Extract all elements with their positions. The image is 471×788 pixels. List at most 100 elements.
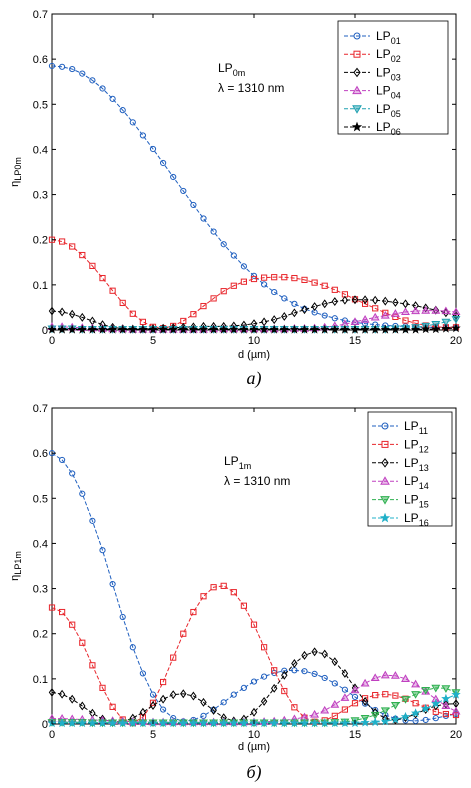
pa-point-lp06 bbox=[107, 324, 118, 334]
panel-a-annotation-label: LP0m bbox=[218, 61, 245, 78]
pb-point-lp14 bbox=[370, 673, 380, 682]
pa-point-lp04 bbox=[380, 310, 390, 319]
pb-point-lp12 bbox=[412, 700, 419, 707]
pa-point-lp06 bbox=[67, 324, 77, 334]
pa-legend-label-lp02: LP02 bbox=[376, 47, 401, 64]
pb-point-lp13 bbox=[68, 694, 76, 704]
pa-ytick-label: 0.7 bbox=[33, 9, 48, 21]
pb-point-lp11 bbox=[351, 693, 359, 701]
pb-point-lp11 bbox=[432, 715, 439, 722]
pb-legend-marker-lp12 bbox=[381, 440, 389, 448]
pa-point-lp04 bbox=[360, 315, 370, 323]
pb-xtick-label: 10 bbox=[248, 729, 260, 741]
pa-legend-label-lp04: LP04 bbox=[376, 84, 401, 101]
pa-point-lp06 bbox=[269, 324, 279, 334]
pa-point-lp01 bbox=[180, 187, 187, 195]
pa-xtick-label: 0 bbox=[49, 335, 55, 347]
pb-point-lp15 bbox=[401, 696, 410, 704]
pb-point-lp14 bbox=[350, 685, 360, 694]
panel-a-ylabel: ηLP0m bbox=[9, 157, 23, 187]
pa-point-lp01 bbox=[119, 107, 126, 114]
pa-point-lp02 bbox=[362, 300, 369, 307]
pa-point-lp02 bbox=[271, 274, 278, 281]
pb-point-lp11 bbox=[109, 580, 116, 588]
pb-point-lp11 bbox=[139, 670, 146, 677]
pb-point-lp16 bbox=[360, 717, 370, 727]
pb-legend-label-lp14: LP14 bbox=[404, 474, 429, 491]
panel-a-ticks-layer: 0 5 10 15 20 0 0.1 0.2 0.3 0.4 0.5 0.6 0.7 bbox=[33, 9, 462, 347]
pb-point-lp16 bbox=[117, 718, 128, 728]
pa-point-lp06 bbox=[340, 324, 350, 334]
pb-point-lp12 bbox=[190, 608, 197, 616]
pb-point-lp16 bbox=[97, 718, 108, 728]
pa-point-lp06 bbox=[330, 324, 340, 334]
pa-point-lp04 bbox=[401, 307, 410, 316]
pa-legend-label-lp05: LP05 bbox=[376, 102, 401, 119]
pa-point-lp06 bbox=[158, 324, 168, 334]
pb-point-lp16 bbox=[330, 718, 340, 728]
pb-point-lp16 bbox=[370, 717, 380, 727]
pa-legend-marker-lp02 bbox=[353, 50, 361, 58]
pb-point-lp13 bbox=[260, 696, 268, 706]
pb-point-lp16 bbox=[259, 718, 269, 728]
pb-point-lp13 bbox=[311, 647, 318, 657]
pb-point-lp12 bbox=[261, 644, 268, 651]
pb-point-lp16 bbox=[128, 718, 138, 728]
pa-point-lp03 bbox=[392, 298, 399, 307]
pa-point-lp04 bbox=[441, 306, 451, 315]
pa-point-lp02 bbox=[402, 317, 409, 324]
pa-point-lp04 bbox=[370, 312, 380, 321]
pb-point-lp12 bbox=[372, 692, 379, 699]
pb-point-lp16 bbox=[269, 718, 279, 728]
pa-point-lp01 bbox=[240, 263, 247, 270]
pb-point-lp13 bbox=[58, 689, 66, 699]
pb-legend-label-lp12: LP12 bbox=[404, 437, 429, 454]
pb-point-lp12 bbox=[452, 711, 460, 719]
pb-point-lp16 bbox=[451, 689, 461, 699]
pb-ytick-label: 0.2 bbox=[33, 629, 48, 641]
pa-point-lp06 bbox=[218, 324, 229, 334]
pb-point-lp15 bbox=[421, 687, 431, 695]
pb-point-lp11 bbox=[301, 668, 308, 675]
pb-point-lp14 bbox=[411, 679, 421, 688]
pb-point-lp15 bbox=[370, 711, 380, 720]
pa-point-lp02 bbox=[250, 275, 258, 283]
pb-xtick-label: 0 bbox=[49, 729, 55, 741]
pb-point-lp11 bbox=[99, 547, 106, 554]
pa-point-lp02 bbox=[301, 276, 308, 283]
pa-point-lp02 bbox=[382, 309, 389, 316]
pa-legend-marker-lp01 bbox=[353, 32, 361, 40]
pa-point-lp03 bbox=[371, 295, 379, 305]
pa-point-lp02 bbox=[220, 288, 227, 295]
pb-point-lp16 bbox=[380, 716, 391, 726]
pb-point-lp16 bbox=[340, 718, 350, 728]
pb-point-lp16 bbox=[319, 718, 330, 728]
pb-point-lp13 bbox=[139, 707, 147, 717]
pa-ytick-label: 0.4 bbox=[33, 144, 48, 156]
pa-point-lp01 bbox=[331, 315, 338, 322]
pa-point-lp03 bbox=[351, 295, 359, 305]
pb-point-lp11 bbox=[220, 699, 227, 706]
pa-ytick-label: 0.3 bbox=[33, 190, 48, 202]
pa-point-lp04 bbox=[421, 305, 431, 314]
pb-point-lp13 bbox=[361, 696, 369, 706]
pa-point-lp06 bbox=[289, 324, 300, 334]
pb-point-lp11 bbox=[240, 684, 247, 691]
pb-point-lp13 bbox=[442, 699, 450, 709]
panel-a-xlabel: d (µm) bbox=[238, 349, 270, 361]
pa-point-lp01 bbox=[139, 132, 146, 139]
pb-point-lp13 bbox=[169, 690, 177, 700]
pa-point-lp03 bbox=[58, 307, 66, 317]
pb-point-lp12 bbox=[230, 589, 237, 596]
pa-point-lp06 bbox=[57, 324, 67, 334]
panel-b-ticks-layer: 0 5 10 15 20 0 0.1 0.2 0.3 0.4 0.5 0.6 0.7 bbox=[33, 403, 462, 741]
pb-point-lp12 bbox=[442, 710, 449, 718]
pb-point-lp11 bbox=[341, 686, 348, 693]
pb-point-lp11 bbox=[230, 691, 237, 698]
pb-ytick-label: 0.4 bbox=[33, 538, 48, 550]
pa-point-lp01 bbox=[220, 241, 227, 248]
pb-point-lp12 bbox=[149, 699, 157, 706]
pb-point-lp12 bbox=[291, 704, 298, 711]
pb-point-lp15 bbox=[431, 684, 441, 693]
